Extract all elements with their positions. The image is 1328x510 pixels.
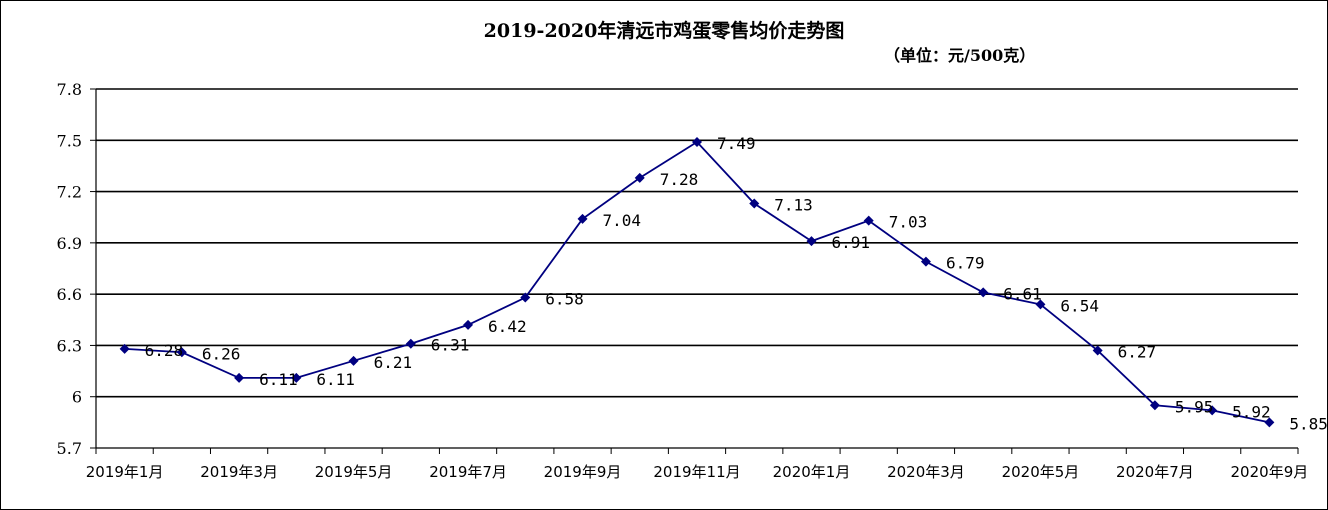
- data-point: [1149, 400, 1160, 411]
- data-label: 6.31: [431, 336, 470, 355]
- data-label: 7.13: [774, 196, 813, 215]
- x-tick-label: 2020年3月: [887, 463, 965, 481]
- data-point: [978, 287, 989, 298]
- data-point: [119, 343, 130, 354]
- x-tick-label: 2020年1月: [773, 463, 851, 481]
- data-point: [1264, 417, 1275, 428]
- data-label: 6.91: [831, 233, 870, 252]
- data-point: [634, 172, 645, 183]
- x-tick-label: 2019年7月: [429, 463, 507, 481]
- y-tick-label: 7.2: [57, 183, 82, 202]
- data-point: [234, 372, 245, 383]
- data-point: [1207, 405, 1218, 416]
- y-tick-label: 6.6: [57, 285, 82, 304]
- data-point: [1092, 345, 1103, 356]
- data-label: 5.85: [1289, 414, 1328, 433]
- data-point: [863, 215, 874, 226]
- data-label: 7.04: [603, 211, 642, 230]
- data-point: [692, 136, 702, 147]
- data-label: 6.11: [259, 370, 298, 389]
- data-label: 6.58: [545, 290, 584, 309]
- data-label: 5.95: [1175, 397, 1214, 416]
- data-label: 7.49: [717, 134, 756, 153]
- y-tick-label: 7.8: [57, 80, 82, 99]
- x-tick-label: 2019年3月: [200, 463, 278, 481]
- data-label: 6.21: [374, 353, 413, 372]
- data-label: 6.11: [316, 370, 355, 389]
- data-labels: 6.28 6.26 6.11 6.11 6.21 6.31 6.42 6.58 7.04 7.28…: [145, 134, 1328, 433]
- x-tick-label: 2019年5月: [315, 463, 393, 481]
- data-label: 6.26: [202, 344, 241, 363]
- data-label: 7.03: [889, 213, 928, 232]
- chart-subtitle: （单位：元/500克）: [884, 46, 1036, 65]
- data-point: [749, 198, 760, 209]
- data-point: [920, 256, 931, 267]
- y-tick-label: 5.7: [57, 439, 82, 458]
- data-point: [463, 319, 474, 330]
- chart-title: 2019-2020年清远市鸡蛋零售均价走势图: [483, 20, 845, 42]
- y-tick-label: 7.5: [57, 131, 82, 150]
- x-tick-label: 2019年9月: [544, 463, 622, 481]
- data-label: 6.79: [946, 254, 985, 273]
- y-tick-label: 6.3: [57, 336, 82, 355]
- data-label: 5.92: [1232, 402, 1271, 421]
- y-axis-ticks: 5.7 6 6.3 6.6 6.9 7.2 7.5 7.8: [57, 80, 82, 458]
- x-tick-label: 2019年11月: [653, 463, 740, 481]
- data-label: 6.61: [1003, 284, 1042, 303]
- data-point: [520, 292, 531, 303]
- data-point: [577, 213, 588, 224]
- data-label: 6.54: [1060, 296, 1099, 315]
- data-point: [348, 355, 359, 366]
- data-point: [1035, 299, 1046, 310]
- x-tick-label: 2019年1月: [86, 463, 164, 481]
- data-label: 6.27: [1118, 343, 1157, 362]
- price-series: [119, 136, 1275, 428]
- data-point: [806, 236, 817, 247]
- data-label: 6.42: [488, 317, 527, 336]
- y-tick-label: 6: [72, 388, 82, 407]
- x-axis-ticks: 2019年1月 2019年3月 2019年5月 2019年7月 2019年9月 2019年…: [86, 463, 1308, 481]
- y-tick-label: 6.9: [57, 234, 82, 253]
- axes: [90, 88, 1299, 454]
- data-label: 6.28: [145, 341, 184, 360]
- data-label: 7.28: [660, 170, 699, 189]
- data-point: [176, 347, 187, 358]
- x-tick-label: 2020年9月: [1231, 463, 1309, 481]
- data-point: [405, 338, 416, 349]
- x-tick-label: 2020年5月: [1002, 463, 1080, 481]
- x-tick-label: 2020年7月: [1116, 463, 1194, 481]
- data-point: [291, 372, 302, 383]
